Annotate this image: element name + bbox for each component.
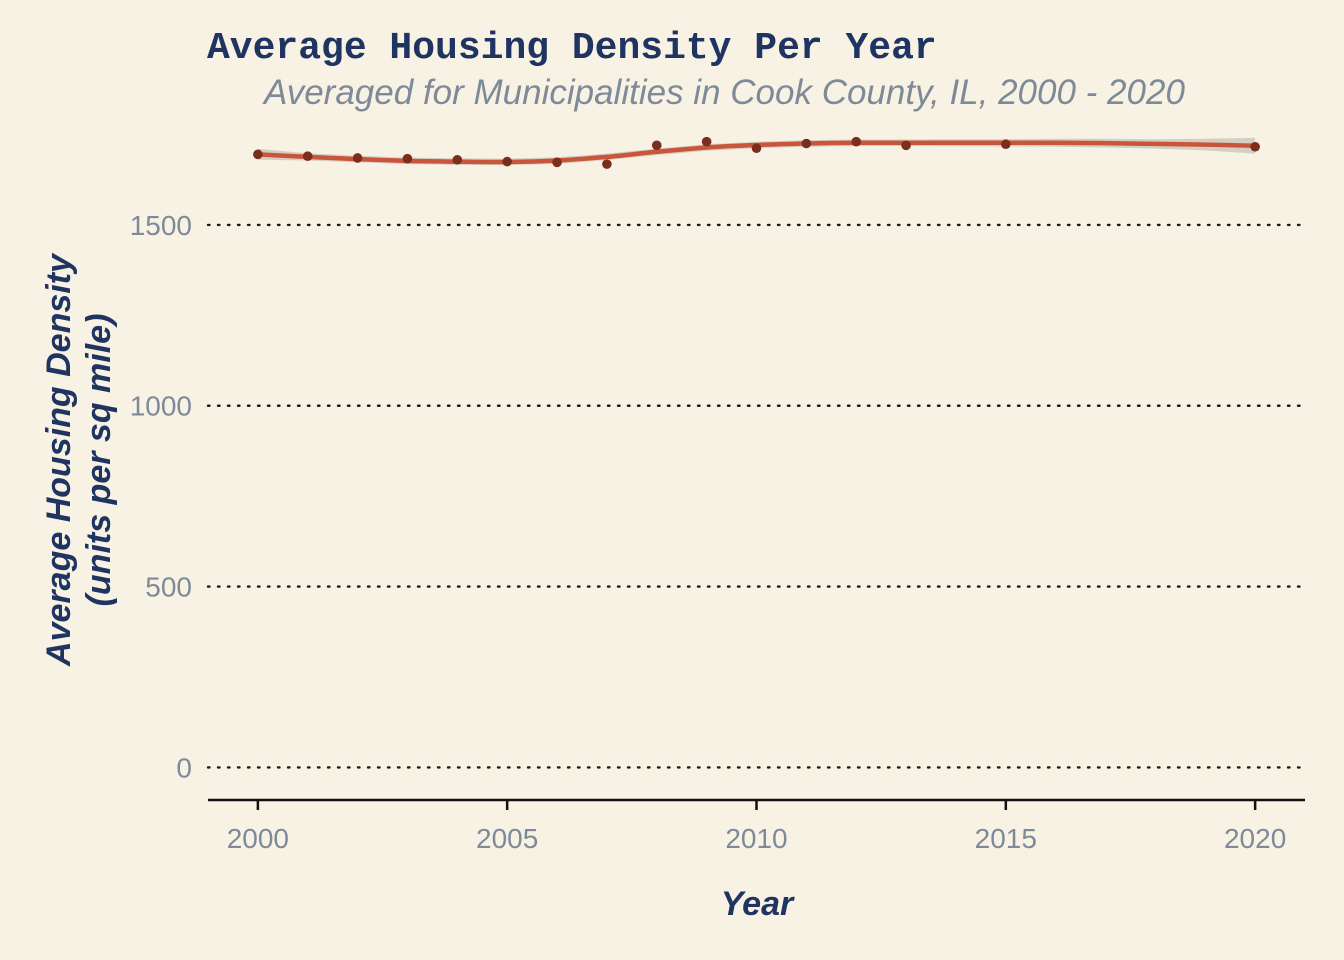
x-tick-label-2010: 2010 [725, 823, 787, 854]
x-tick-label-2015: 2015 [975, 823, 1037, 854]
data-point-2020 [1250, 141, 1260, 152]
y-tick-label-1000: 1000 [130, 391, 192, 422]
data-point-2011 [801, 138, 812, 149]
y-axis-title-line-1: Average Housing Density [40, 252, 78, 667]
y-tick-label-0: 0 [176, 752, 192, 783]
chart-subtitle: Averaged for Municipalities in Cook Coun… [262, 73, 1185, 112]
y-tick-label-500: 500 [145, 572, 192, 603]
data-point-2002 [352, 153, 363, 163]
data-point-2001 [302, 151, 313, 161]
data-point-2006 [552, 157, 562, 168]
data-point-2004 [452, 154, 463, 165]
data-point-2003 [402, 153, 413, 164]
y-axis-title-line-2: (units per sq mile) [80, 314, 118, 607]
data-point-2008 [651, 140, 662, 151]
x-tick-label-2020: 2020 [1224, 823, 1286, 854]
x-tick-label-2000: 2000 [227, 823, 289, 854]
data-point-2012 [851, 136, 862, 147]
x-axis: 2000 2005 2010 2015 2020 [208, 798, 1305, 854]
y-tick-label-1500: 1500 [130, 210, 192, 241]
data-point-2010 [751, 143, 762, 154]
data-point-2009 [701, 136, 712, 147]
data-point-2015 [1001, 139, 1011, 150]
y-axis-ticks: 0 500 1000 1500 [130, 210, 192, 784]
data-point-2000 [253, 149, 263, 160]
data-points [253, 136, 1260, 169]
x-tick-label-2005: 2005 [476, 823, 538, 854]
x-axis-title: Year [721, 885, 795, 923]
chart-title: Average Housing Density Per Year [207, 27, 937, 70]
y-axis-title: Average Housing Density (units per sq mi… [40, 252, 118, 667]
data-point-2013 [901, 140, 911, 151]
data-point-2005 [502, 156, 512, 167]
data-point-2007 [602, 159, 612, 169]
